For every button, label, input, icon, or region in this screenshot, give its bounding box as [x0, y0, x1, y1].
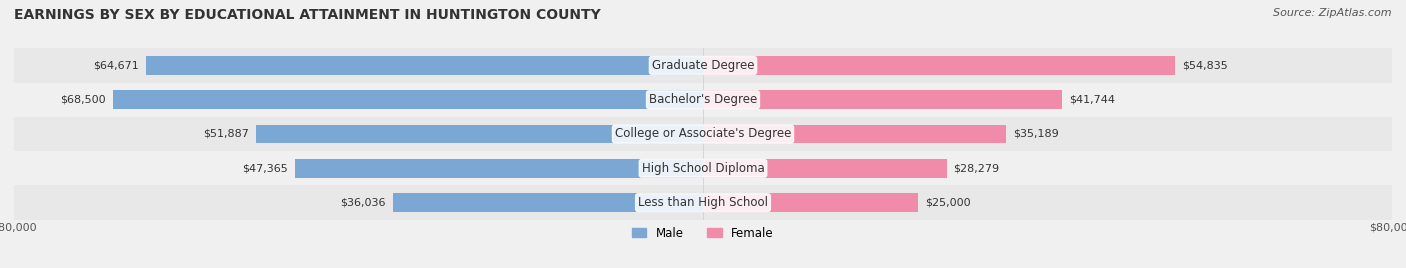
Text: College or Associate's Degree: College or Associate's Degree [614, 128, 792, 140]
Bar [14, 151, 1392, 185]
Text: $36,036: $36,036 [340, 198, 385, 208]
Bar [703, 125, 1007, 143]
Bar [295, 159, 703, 178]
Bar [146, 56, 703, 75]
Text: $64,671: $64,671 [93, 60, 139, 70]
Text: EARNINGS BY SEX BY EDUCATIONAL ATTAINMENT IN HUNTINGTON COUNTY: EARNINGS BY SEX BY EDUCATIONAL ATTAINMEN… [14, 8, 600, 22]
Bar [392, 193, 703, 212]
Text: $25,000: $25,000 [925, 198, 970, 208]
Bar [703, 193, 918, 212]
Text: Less than High School: Less than High School [638, 196, 768, 209]
Text: Bachelor's Degree: Bachelor's Degree [650, 93, 756, 106]
Text: $35,189: $35,189 [1012, 129, 1059, 139]
Text: $68,500: $68,500 [60, 95, 107, 105]
Text: $28,279: $28,279 [953, 163, 1000, 173]
Bar [14, 48, 1392, 83]
Text: $47,365: $47,365 [242, 163, 288, 173]
Legend: Male, Female: Male, Female [627, 222, 779, 245]
Bar [112, 90, 703, 109]
Text: $54,835: $54,835 [1182, 60, 1227, 70]
Text: $41,744: $41,744 [1070, 95, 1115, 105]
Bar [703, 56, 1175, 75]
Bar [14, 117, 1392, 151]
Bar [14, 83, 1392, 117]
Bar [703, 90, 1063, 109]
Text: $51,887: $51,887 [204, 129, 249, 139]
Text: Graduate Degree: Graduate Degree [652, 59, 754, 72]
Bar [256, 125, 703, 143]
Bar [14, 185, 1392, 220]
Text: High School Diploma: High School Diploma [641, 162, 765, 175]
Text: Source: ZipAtlas.com: Source: ZipAtlas.com [1274, 8, 1392, 18]
Bar [703, 159, 946, 178]
